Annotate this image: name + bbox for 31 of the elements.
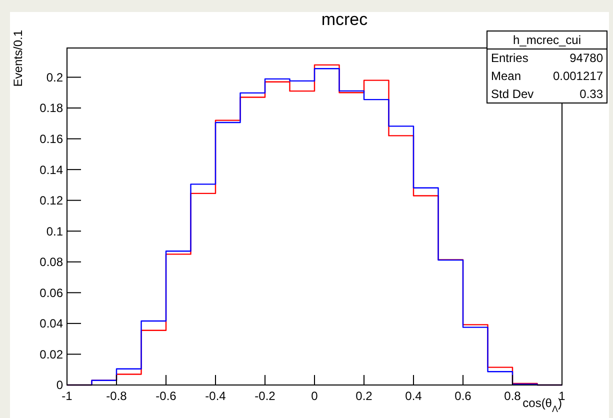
x-tick-label: -0.4 bbox=[205, 389, 226, 403]
x-tick-label: 0.8 bbox=[504, 389, 522, 403]
chart-title: mcrec bbox=[321, 10, 368, 29]
x-tick-label: 0 bbox=[311, 389, 318, 403]
y-tick-label: 0.04 bbox=[40, 316, 64, 331]
y-tick-label: 0.14 bbox=[40, 162, 64, 177]
annotation: Entries bbox=[491, 51, 528, 66]
x-axis-title: cos(θ$_{Λ}$) bbox=[522, 396, 562, 414]
annotation: 0.001217 bbox=[552, 69, 604, 84]
x-tick-label: -0.8 bbox=[106, 389, 128, 403]
y-tick-label: 0.12 bbox=[40, 194, 64, 208]
y-tick-label: 0.16 bbox=[40, 132, 64, 146]
annotation: Mean bbox=[491, 69, 522, 84]
x-tick-label: -1 bbox=[62, 389, 73, 403]
text: 94780 bbox=[570, 51, 604, 66]
x-tick-label: -0.2 bbox=[254, 389, 276, 403]
y-tick-label: 0.18 bbox=[40, 101, 64, 116]
y-tick-label: 0.02 bbox=[40, 347, 64, 362]
annotation: Std Dev bbox=[491, 87, 534, 102]
y-axis-title: Events/0.1 bbox=[11, 30, 25, 87]
text: h_mcrec_cui bbox=[512, 33, 582, 48]
x-tick-label: 0.2 bbox=[356, 389, 373, 403]
x-tick-label: 0.4 bbox=[405, 389, 422, 403]
y-tick-label: 0.08 bbox=[40, 255, 64, 270]
y-tick-label: 0.1 bbox=[46, 224, 64, 238]
x-tick-label: 0.6 bbox=[454, 389, 472, 403]
text: 0.33 bbox=[580, 87, 604, 102]
y-tick-label: 0.2 bbox=[46, 70, 64, 84]
y-tick-label: 0 bbox=[56, 378, 64, 392]
x-tick-label: -0.6 bbox=[156, 389, 177, 403]
y-tick-label: 0.06 bbox=[40, 286, 64, 300]
